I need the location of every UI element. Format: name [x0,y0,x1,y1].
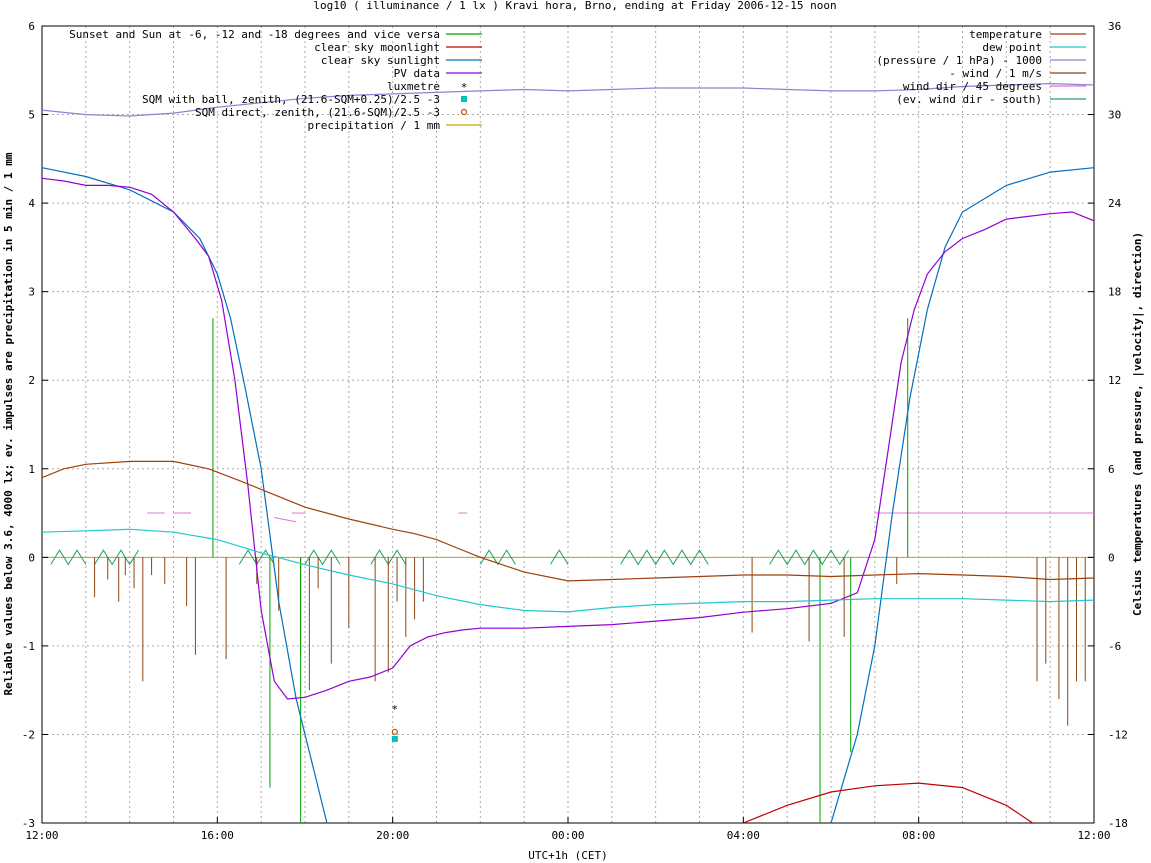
y2-tick-label: -18 [1108,817,1128,830]
legend-left-label: SQM with ball, zenith, (21.6-SQM+0.25)/2… [142,93,440,106]
legend-left-label: precipitation / 1 mm [308,119,441,132]
luxmetre-marker: * [392,703,399,716]
legend-right-label: (pressure / 1 hPa) - 1000 [876,54,1042,67]
x-tick-label: 12:00 [1077,829,1110,842]
wind-dir-south-line [550,549,569,565]
series-line-temperature [42,460,1094,582]
y-tick-label: 2 [28,374,35,387]
legend-left-sample: * [461,81,468,94]
legend-left-label: clear sky sunlight [321,54,440,67]
plot-frame [41,25,1095,824]
y-tick-label: -3 [22,817,35,830]
y-tick-label: 5 [28,109,35,122]
legend-left-label: SQM direct, zenith, (21.6-SQM)/2.5 -3 [195,106,440,119]
legend-left-label: PV data [394,67,440,80]
y2-tick-label: 6 [1108,463,1115,476]
y2-tick-label: 18 [1108,286,1121,299]
y2-tick-label: 0 [1108,551,1115,564]
series-line-dew-point [42,528,1094,613]
x-axis-label: UTC+1h (CET) [528,849,607,862]
y-tick-label: 1 [28,463,35,476]
series-line-pressure [42,82,1094,117]
series-line-clear-sky-sunlight [42,167,1094,823]
legend: Sunset and Sun at -6, -12 and -18 degree… [69,28,1086,132]
legend-right-label: dew point [982,41,1042,54]
legend-left-label: luxmetre [387,80,440,93]
y2-tick-label: 30 [1108,109,1121,122]
wind-dir-south-line [620,549,709,566]
y-tick-label: -2 [22,728,35,741]
y2-tick-label: 36 [1108,20,1121,33]
y2-tick-label: -6 [1108,640,1121,653]
axis-ticks: 12:00 16:00 20:00 00:00 04:00 08:00 12:00-3-2-… [22,20,1128,842]
wind-dir-south-line [94,549,139,566]
chart-title: log10 ( illuminance / 1 lx ) Kravi hora,… [313,0,836,12]
wind-dir-south-line [304,549,341,566]
wind-dir-segment [274,516,297,523]
legend-right-label: - wind / 1 m/s [949,67,1042,80]
legend-left-sample [461,96,467,102]
y2-tick-label: 12 [1108,374,1121,387]
y-tick-label: 3 [28,286,35,299]
sqm-direct-marker [391,728,398,735]
x-tick-label: 16:00 [201,829,234,842]
x-tick-label: 08:00 [902,829,935,842]
y-tick-label: 4 [28,197,35,210]
legend-left-label: clear sky moonlight [314,41,440,54]
legend-right-label: wind dir / 45 degrees [903,80,1042,93]
wind-dir-south-line [479,549,516,566]
x-tick-label: 20:00 [376,829,409,842]
legend-right-label: temperature [969,28,1042,41]
x-tick-label: 04:00 [727,829,760,842]
sqm-ball-marker [391,735,398,742]
legend-left-label: Sunset and Sun at -6, -12 and -18 degree… [69,28,440,41]
grid [42,26,1094,823]
y2-tick-label: -12 [1108,728,1128,741]
y-axis-label: Reliable values below 3.6, 4000 lx; ev. … [2,152,15,695]
series-line-clear-sky-moonlight [743,782,1033,823]
legend-left-sample [460,108,468,116]
legend-right-label: (ev. wind dir - south) [896,93,1042,106]
x-tick-label: 12:00 [25,829,58,842]
y-tick-label: -1 [22,640,35,653]
series-line-pv-data [42,177,1094,700]
wind-dir-south-line [50,549,87,566]
y-tick-label: 6 [28,20,35,33]
x-tick-label: 00:00 [551,829,584,842]
y2-tick-label: 24 [1108,197,1122,210]
series-group: * [42,82,1094,823]
y2-axis-label: Celsius temperatures (and pressure, |vel… [1131,232,1144,616]
y-tick-label: 0 [28,551,35,564]
